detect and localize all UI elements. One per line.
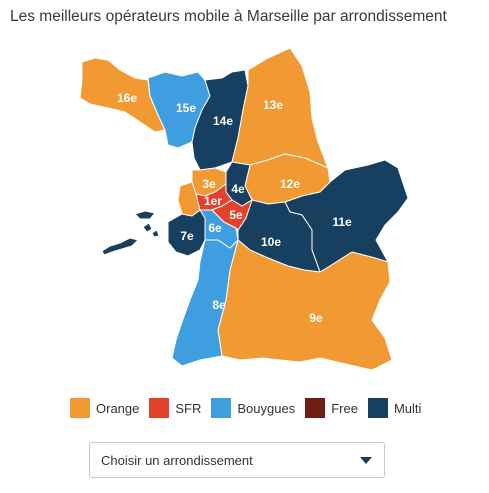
legend-item-orange: Orange <box>70 398 139 418</box>
legend-item-multi: Multi <box>367 398 422 418</box>
legend-item-free: Free <box>305 398 358 418</box>
district-select-value: Choisir un arrondissement <box>101 452 253 468</box>
legend-swatch <box>70 398 90 418</box>
legend-label: SFR <box>175 400 202 416</box>
legend-item-sfr: SFR <box>149 398 201 418</box>
district-13e[interactable] <box>231 47 329 169</box>
legend-label: Multi <box>393 400 422 416</box>
district-7e-island-4[interactable] <box>151 229 160 238</box>
district-1er[interactable] <box>195 183 233 211</box>
chevron-down-icon <box>360 456 372 464</box>
legend-label: Bouygues <box>237 400 296 416</box>
district-7e-island-2[interactable] <box>134 210 156 220</box>
district-5e[interactable] <box>211 198 253 231</box>
map-title: Les meilleurs opérateurs mobile à Marsei… <box>10 8 447 25</box>
district-7e-island-1[interactable] <box>101 237 139 256</box>
legend-swatch <box>305 398 326 418</box>
legend: Orange SFR Bouygues Free Multi <box>70 398 431 418</box>
legend-swatch <box>211 398 232 418</box>
district-14e[interactable] <box>191 69 249 171</box>
legend-label: Orange <box>96 400 140 416</box>
district-7e[interactable] <box>167 209 206 257</box>
legend-swatch <box>367 398 388 418</box>
legend-swatch <box>149 398 170 418</box>
district-9e[interactable] <box>217 239 393 371</box>
district-7e-island-3[interactable] <box>142 222 153 233</box>
legend-item-bouygues: Bouygues <box>211 398 295 418</box>
district-2e[interactable] <box>177 181 201 217</box>
legend-label: Free <box>331 400 358 416</box>
district-select[interactable]: Choisir un arrondissement <box>89 442 385 478</box>
